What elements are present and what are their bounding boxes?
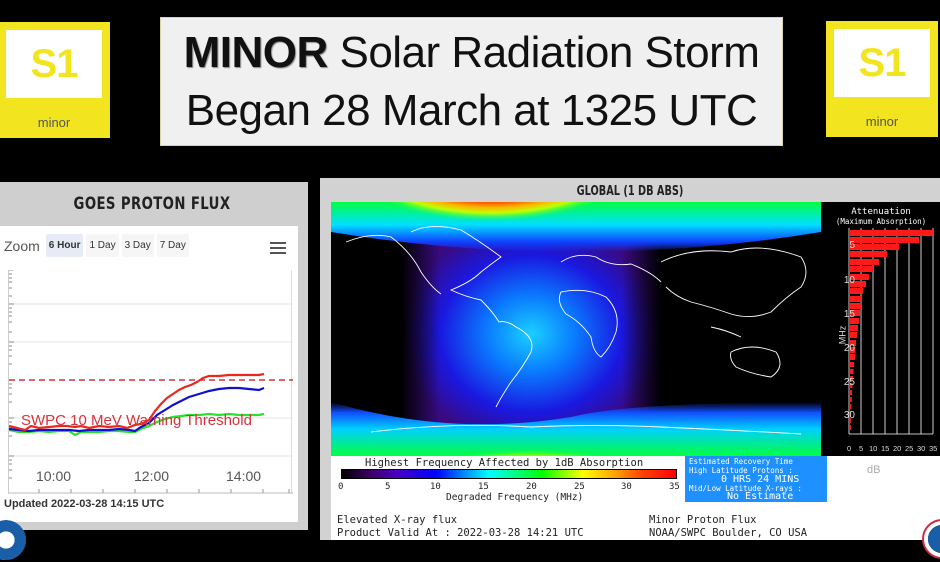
attenuation-title-text: Attenuation xyxy=(851,207,911,217)
legend-title: Highest Frequency Affected by 1dB Absorp… xyxy=(365,457,644,469)
cb-tick-10: 10 xyxy=(430,482,441,492)
x-tick-10: 10 xyxy=(869,444,878,453)
absorption-world-map xyxy=(331,202,821,456)
frequency-colorbar-legend: Highest Frequency Affected by 1dB Absorp… xyxy=(331,456,683,504)
cb-tick-35: 35 xyxy=(669,482,680,492)
drap-panel-title: GLOBAL (1 DB ABS) xyxy=(576,184,684,199)
warning-threshold-label: SWPC 10 MeV Warning Threshold xyxy=(21,412,252,429)
headline-line-2: Began 28 March at 1325 UTC xyxy=(185,85,758,135)
high-latitude-value: 0 HRS 24 MINS xyxy=(721,474,800,485)
x-tick-35: 35 xyxy=(929,444,938,453)
x-tick-1000: 10:00 xyxy=(36,468,72,484)
cb-tick-15: 15 xyxy=(478,482,489,492)
badge-code: S1 xyxy=(30,41,79,86)
zoom-bar: Zoom 6 Hour 1 Day 3 Day 7 Day xyxy=(4,234,189,257)
global-drap-panel: GLOBAL (1 DB ABS) xyxy=(320,178,940,540)
goes-proton-flux-panel: GOES PROTON FLUX Zoom 6 Hour 1 Day 3 Day… xyxy=(0,182,308,530)
y-tick-25: 25 xyxy=(843,377,855,388)
proton-status: Minor Proton Flux xyxy=(649,514,757,526)
headline-severity: MINOR xyxy=(183,27,329,77)
drap-product-image: Attenuation (Maximum Absorption) xyxy=(331,202,940,540)
cb-tick-30: 30 xyxy=(621,482,632,492)
estimated-recovery-box: Estimated Recovery Time High Latitude Pr… xyxy=(685,456,827,502)
proton-flux-lines xyxy=(9,270,293,494)
x-tick-30: 30 xyxy=(917,444,926,453)
attenuation-title: Attenuation (Maximum Absorption) xyxy=(821,207,940,227)
s1-scale-badge-right: S1 minor xyxy=(826,21,938,137)
zoom-6-hour-button[interactable]: 6 Hour xyxy=(45,234,84,257)
zoom-label: Zoom xyxy=(4,237,40,254)
y-tick-10: 10 xyxy=(843,275,855,286)
x-tick-1400: 14:00 xyxy=(226,468,262,484)
high-latitude-label: High Latitude Protons : xyxy=(689,466,793,475)
product-source: NOAA/SWPC Boulder, CO USA xyxy=(649,527,808,539)
badge-code-box: S1 xyxy=(834,29,930,97)
updated-timestamp: Updated 2022-03-28 14:15 UTC xyxy=(4,498,165,510)
headline-line-1-rest: Solar Radiation Storm xyxy=(327,27,760,77)
x-tick-0: 0 xyxy=(847,444,852,453)
badge-level: minor xyxy=(37,115,71,130)
proton-flux-plot: SWPC 10 MeV Warning Threshold xyxy=(8,270,293,494)
s1-scale-badge-left: S1 minor xyxy=(0,22,110,138)
frequency-colorbar xyxy=(341,469,677,479)
attenuation-x-label: dB xyxy=(867,464,881,476)
xray-status: Elevated X-ray flux xyxy=(337,514,458,526)
y-tick-15: 15 xyxy=(843,309,855,320)
x-tick-5: 5 xyxy=(859,444,864,453)
x-tick-20: 20 xyxy=(893,444,902,453)
proton-panel-title: GOES PROTON FLUX xyxy=(73,194,231,214)
mid-low-latitude-value: No Estimate xyxy=(727,491,794,502)
badge-code-box: S1 xyxy=(6,30,102,98)
y-tick-30: 30 xyxy=(843,410,855,421)
badge-code: S1 xyxy=(858,40,907,85)
y-tick-5: 5 xyxy=(849,240,855,251)
hamburger-menu-icon[interactable] xyxy=(270,242,286,254)
product-valid-at: Product Valid At : 2022-03-28 14:21 UTC xyxy=(337,527,584,539)
attenuation-chart: Attenuation (Maximum Absorption) xyxy=(821,202,940,456)
badge-level: minor xyxy=(865,114,899,129)
cb-tick-25: 25 xyxy=(574,482,585,492)
x-tick-1200: 12:00 xyxy=(134,468,170,484)
y-tick-20: 20 xyxy=(843,343,855,354)
cb-tick-5: 5 xyxy=(385,482,391,492)
mid-low-latitude-label: Mid/Low Latitude X-rays : xyxy=(689,484,802,493)
headline-line-1: MINOR Solar Radiation Storm xyxy=(184,24,760,82)
x-tick-15: 15 xyxy=(881,444,890,453)
absorption-map-graphic xyxy=(331,202,821,456)
attenuation-bars xyxy=(848,228,934,435)
zoom-1-day-button[interactable]: 1 Day xyxy=(86,234,119,257)
cb-tick-0: 0 xyxy=(338,482,344,492)
cb-tick-20: 20 xyxy=(526,482,537,492)
proton-chart-card: Zoom 6 Hour 1 Day 3 Day 7 Day xyxy=(0,226,298,522)
recovery-title: Estimated Recovery Time xyxy=(689,457,793,466)
legend-axis-label: Degraded Frequency (MHz) xyxy=(446,492,584,503)
zoom-7-day-button[interactable]: 7 Day xyxy=(156,234,189,257)
zoom-3-day-button[interactable]: 3 Day xyxy=(121,234,154,257)
headline-banner: MINOR Solar Radiation Storm Began 28 Mar… xyxy=(160,17,783,146)
attenuation-subtitle: (Maximum Absorption) xyxy=(835,217,927,226)
attenuation-y-label: MHz xyxy=(837,325,848,345)
x-tick-25: 25 xyxy=(905,444,914,453)
